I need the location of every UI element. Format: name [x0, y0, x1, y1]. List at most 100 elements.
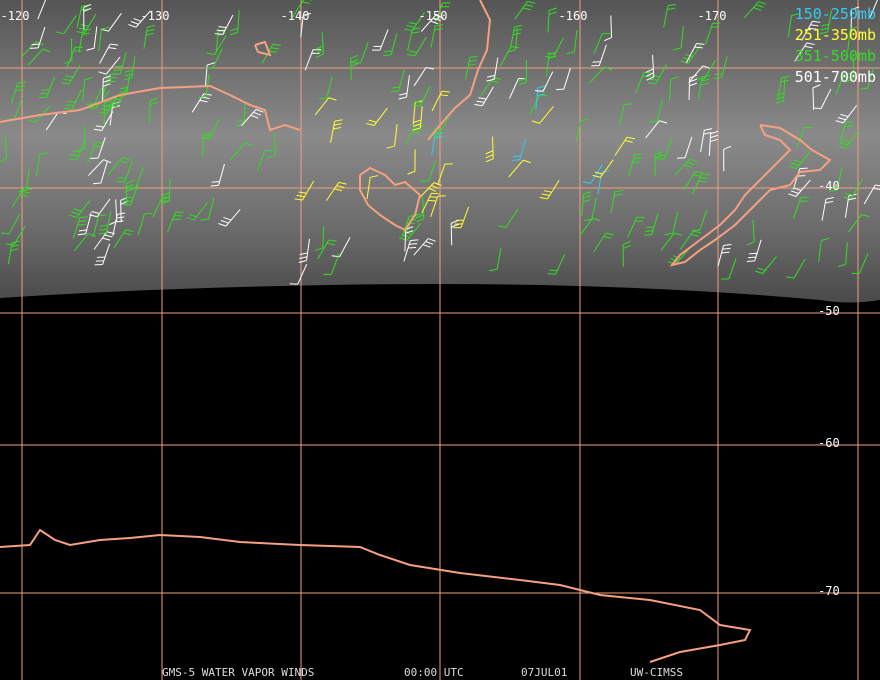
barb-staff: [610, 15, 613, 38]
barb-feather: [408, 21, 417, 25]
wind-barb: [813, 88, 832, 110]
barb-feather: [334, 119, 343, 122]
barb-staff: [70, 38, 73, 61]
barb-feather: [253, 111, 262, 116]
barb-staff: [852, 56, 855, 79]
wind-barb: [465, 55, 478, 80]
barb-feather: [518, 77, 527, 82]
barb-feather: [746, 260, 755, 262]
wind-barb: [680, 230, 702, 250]
barb-feather: [633, 157, 642, 160]
wind-barb: [123, 56, 136, 81]
barb-feather: [100, 224, 109, 227]
barb-feather: [123, 232, 132, 236]
barb-feather: [78, 229, 87, 232]
barb-feather: [298, 191, 307, 194]
wind-barb: [66, 46, 84, 68]
wind-barb: [186, 202, 208, 221]
barb-feather: [434, 28, 443, 31]
barb-feather: [659, 120, 668, 124]
barb-feather: [77, 233, 86, 236]
barb-feather: [412, 123, 421, 127]
wind-barb: [112, 212, 126, 236]
wind-barb: [10, 81, 27, 104]
barb-feather: [474, 104, 483, 107]
wind-barb: [77, 212, 92, 236]
barb-feather: [211, 180, 220, 183]
barb-feather: [514, 24, 523, 28]
barb-feather: [701, 173, 710, 176]
barb-feather: [673, 47, 682, 51]
barb-feather: [149, 97, 158, 102]
barb-feather: [268, 50, 278, 53]
barb-feather: [83, 3, 92, 8]
wind-barb: [314, 97, 337, 116]
wind-barb: [660, 232, 683, 251]
barb-feather: [117, 212, 126, 215]
barb-feather: [65, 75, 74, 78]
coastline: [359, 166, 422, 232]
wind-barb: [604, 15, 613, 42]
footer-text: UW-CIMSS: [630, 666, 683, 679]
barb-feather: [690, 233, 699, 237]
barb-feather: [582, 181, 591, 184]
barb-feather: [92, 182, 101, 185]
barb-feather: [757, 267, 766, 271]
barb-staff: [812, 87, 815, 110]
wind-barb: [403, 239, 419, 262]
wind-barb: [614, 136, 635, 156]
wind-barb: [0, 136, 8, 163]
barb-feather: [119, 86, 128, 90]
barb-feather: [416, 214, 424, 219]
barb-staff: [230, 142, 246, 160]
wind-barb: [27, 48, 51, 66]
barb-feather: [840, 113, 849, 118]
barb-feather: [250, 114, 259, 119]
wind-barb: [292, 0, 313, 18]
wind-barb: [743, 1, 767, 19]
wind-barb: [315, 31, 324, 58]
wind-barb: [851, 253, 869, 275]
wind-barb: [685, 43, 705, 64]
wind-barb: [407, 149, 416, 175]
barb-feather: [350, 62, 359, 67]
wind-barb: [566, 29, 578, 55]
barb-feather: [648, 82, 657, 85]
barb-feather: [103, 159, 112, 164]
barb-feather: [81, 32, 91, 36]
barb-feather: [812, 20, 821, 23]
barb-feather: [722, 247, 731, 250]
barb-feather: [525, 4, 534, 8]
barb-feather: [835, 120, 844, 124]
wind-barb: [118, 73, 131, 98]
wind-barb: [198, 73, 210, 99]
barb-feather: [723, 145, 732, 150]
barb-feather: [161, 192, 170, 196]
wind-barb: [649, 99, 664, 123]
barb-feather: [98, 232, 107, 235]
barb-feather: [11, 244, 20, 248]
barb-feather: [63, 78, 72, 81]
barb-feather: [758, 1, 767, 5]
barb-staff: [858, 253, 869, 274]
wind-barb: [575, 118, 589, 143]
wind-barb: [92, 214, 107, 238]
wind-barb: [229, 10, 240, 36]
barb-feather: [99, 228, 108, 231]
barb-feather: [336, 185, 345, 188]
barb-feather: [91, 211, 100, 215]
barb-feather: [384, 50, 393, 53]
barb-feather: [119, 90, 128, 94]
barb-staff: [591, 197, 597, 220]
coastline: [427, 0, 492, 141]
barb-staff: [672, 211, 679, 234]
barb-feather: [84, 77, 93, 81]
footer-text: GMS-5 WATER VAPOR WINDS: [162, 666, 314, 679]
barb-feather: [119, 160, 128, 164]
wind-barb: [509, 24, 523, 49]
barb-feather: [298, 260, 307, 263]
barb-feather: [674, 232, 683, 236]
wind-barb: [591, 44, 607, 67]
